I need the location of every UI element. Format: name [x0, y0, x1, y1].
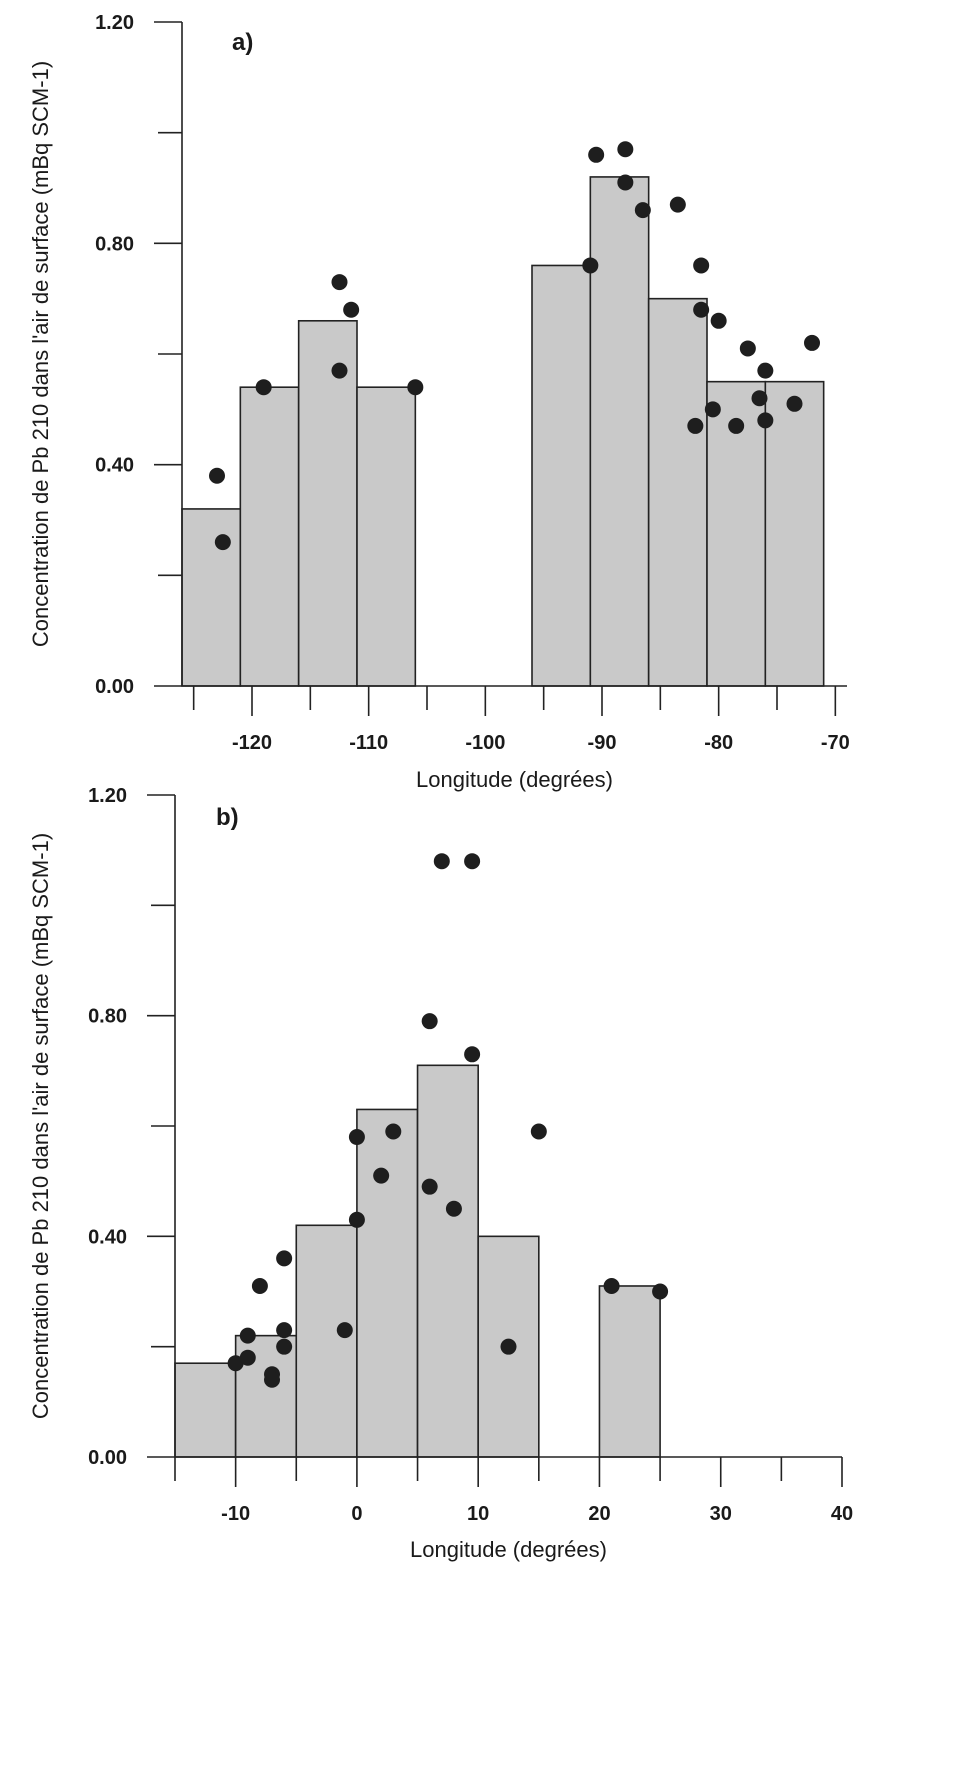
panel-a-point-14: [693, 301, 710, 318]
panel-b-point-16: [433, 853, 450, 870]
panel-a-point-6: [407, 379, 424, 396]
panel-a-point-17: [757, 362, 774, 379]
panel-a-bar-4: [531, 264, 592, 687]
panel-b-point-19: [464, 1046, 481, 1063]
panel-a-point-16: [739, 340, 756, 357]
panel-b-y-tick-label-3: 1.20: [88, 785, 127, 807]
panel-a-point-15: [710, 312, 727, 329]
panel-a-point-18: [804, 334, 820, 351]
panel-b-point-7: [276, 1338, 293, 1355]
panel-a-x-tick-label-0: -120: [232, 732, 272, 754]
panel-b-chart: -10 0 10 20 30 40 0.00 0.40 0.80 1.20 b) Longitud…: [28, 785, 853, 1562]
panel-a-point-22: [751, 390, 768, 407]
panel-b-point-23: [652, 1283, 669, 1300]
panel-a-x-tick-label-2: -100: [465, 732, 505, 754]
panel-a-point-3: [331, 274, 348, 291]
panel-a-point-7: [582, 257, 599, 274]
panel-b-ticks: -10 0 10 20 30 40 0.00 0.40 0.80 1.20: [88, 785, 853, 1525]
panel-b-y-tick-label-2: 0.80: [88, 1006, 127, 1028]
panel-a-y-tick-label-2: 0.80: [95, 233, 134, 255]
panel-a-bar-2: [297, 319, 358, 687]
panel-a-point-8: [588, 146, 605, 163]
panel-b-point-5: [264, 1371, 281, 1388]
panel-b-point-13: [385, 1123, 402, 1140]
panel-b-point-6: [276, 1322, 293, 1339]
panel-b-point-15: [421, 1178, 438, 1195]
panel-a-point-23: [757, 412, 774, 429]
panel-a-points: [209, 141, 820, 551]
panel-b-point-3: [251, 1277, 268, 1294]
panel-a-point-1: [214, 534, 231, 551]
panel-b-bar-2: [295, 1224, 358, 1458]
panel-a-point-11: [634, 202, 651, 219]
panel-a-ticks: -120 -110 -100 -90 -80 -70 0.00 0.40 0.80 1.20: [95, 12, 850, 754]
panel-b-x-tick-label-1: 0: [351, 1503, 362, 1525]
panel-a-bar-0: [181, 508, 242, 687]
panel-b-x-tick-label-3: 20: [588, 1503, 610, 1525]
panel-a-bar-8: [764, 380, 825, 687]
panel-b-y-tick-label-1: 0.40: [88, 1226, 127, 1248]
panel-a-x-tick-label-5: -70: [821, 732, 850, 754]
panel-b-point-10: [348, 1129, 365, 1146]
panel-a-bar-3: [356, 386, 417, 687]
panel-b-bar-6: [598, 1285, 661, 1458]
panel-b-point-12: [373, 1167, 390, 1184]
panel-a-y-tick-label-1: 0.40: [95, 455, 134, 477]
panel-a-chart: -120 -110 -100 -90 -80 -70 0.00 0.40 0.80 1.20 a)…: [28, 12, 850, 792]
panel-b-x-tick-label-4: 30: [710, 1503, 732, 1525]
panel-b-point-21: [530, 1123, 547, 1140]
panel-b-y-axis-title: Concentration de Pb 210 dans l'air de su…: [28, 833, 53, 1419]
panel-a-x-axis-title: Longitude (degrées): [416, 767, 613, 792]
panel-a-point-10: [617, 174, 634, 191]
panel-b-point-11: [348, 1211, 365, 1228]
panel-b-x-tick-label-0: -10: [221, 1503, 250, 1525]
panel-b-point-17: [445, 1200, 462, 1217]
panel-b-point-22: [603, 1277, 620, 1294]
panel-a-point-0: [209, 467, 225, 484]
panel-a-bars: [181, 176, 825, 687]
panel-a-y-tick-label-3: 1.20: [95, 12, 134, 34]
panel-b-point-9: [336, 1322, 353, 1339]
panel-a-point-21: [728, 417, 745, 434]
panel-a-point-20: [704, 401, 721, 418]
panel-b-point-0: [227, 1355, 244, 1372]
panel-a-point-12: [669, 196, 686, 213]
panel-b-points: [227, 853, 669, 1388]
panel-b-x-tick-label-5: 40: [831, 1503, 853, 1525]
panel-b-bar-4: [416, 1064, 479, 1458]
panel-a-x-tick-label-3: -90: [588, 732, 617, 754]
panel-a-point-5: [331, 362, 348, 379]
panel-a-point-4: [343, 301, 360, 318]
panel-a-point-2: [255, 379, 272, 396]
panel-a-y-axis-title: Concentration de Pb 210 dans l'air de su…: [28, 61, 53, 647]
panel-a-point-9: [617, 141, 634, 158]
panel-a-y-tick-label-0: 0.00: [95, 676, 134, 698]
panel-b-point-18: [464, 853, 481, 870]
panel-b-bars: [174, 1064, 661, 1458]
panel-a-bar-5: [589, 176, 650, 687]
panel-b-bar-3: [356, 1108, 419, 1458]
panel-b-point-8: [276, 1250, 293, 1267]
panel-a-label: a): [232, 29, 253, 56]
panel-a-bar-6: [647, 297, 708, 687]
panel-b-x-axis-title: Longitude (degrées): [410, 1537, 607, 1562]
panel-b-y-tick-label-0: 0.00: [88, 1447, 127, 1469]
panel-b-point-1: [239, 1349, 256, 1366]
panel-a-point-13: [693, 257, 710, 274]
panel-a-x-tick-label-4: -80: [704, 732, 733, 754]
panel-b-point-2: [239, 1327, 256, 1344]
panel-b-point-14: [421, 1013, 438, 1030]
panel-a-bar-1: [239, 386, 300, 687]
panel-a-point-24: [786, 395, 803, 412]
panel-b-bar-0: [174, 1362, 237, 1458]
panel-b-point-20: [500, 1338, 517, 1355]
panel-a-point-19: [687, 417, 704, 434]
panel-a-x-tick-label-1: -110: [349, 732, 388, 754]
panel-b-label: b): [216, 804, 239, 831]
panel-b-x-tick-label-2: 10: [467, 1503, 489, 1525]
